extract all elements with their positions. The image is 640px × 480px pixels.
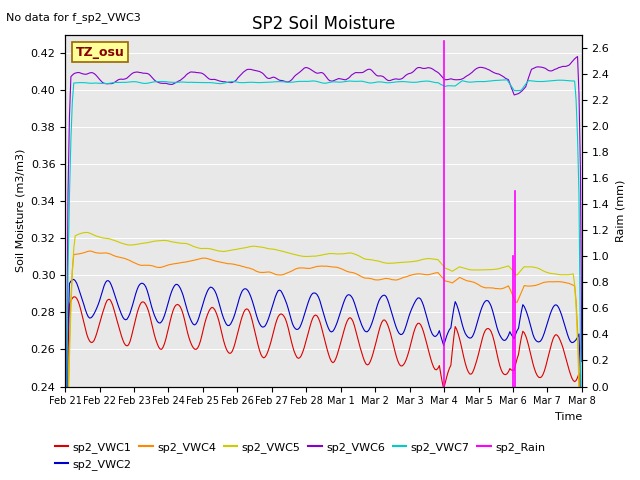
Line: sp2_VWC7: sp2_VWC7 xyxy=(65,80,582,480)
Text: No data for f_sp2_VWC3: No data for f_sp2_VWC3 xyxy=(6,12,141,23)
Line: sp2_VWC5: sp2_VWC5 xyxy=(65,232,582,480)
sp2_VWC4 xyxy=(289,268,296,274)
sp2_VWC6 xyxy=(573,54,581,60)
sp2_VWC1 xyxy=(217,325,225,331)
sp2_VWC4 xyxy=(243,265,250,271)
X-axis label: Time: Time xyxy=(555,412,582,422)
sp2_VWC1 xyxy=(126,339,134,345)
sp2_VWC5 xyxy=(234,246,242,252)
sp2_VWC2 xyxy=(234,301,242,307)
sp2_VWC4 xyxy=(86,248,93,254)
sp2_VWC2 xyxy=(217,306,225,312)
sp2_VWC2 xyxy=(550,302,558,308)
Text: TZ_osu: TZ_osu xyxy=(76,46,124,59)
sp2_VWC1 xyxy=(289,343,296,349)
sp2_VWC2 xyxy=(126,311,134,316)
sp2_VWC5 xyxy=(217,248,225,254)
sp2_VWC6 xyxy=(215,78,223,84)
sp2_VWC7 xyxy=(125,79,132,85)
sp2_VWC4 xyxy=(217,259,225,265)
sp2_VWC4 xyxy=(126,258,134,264)
sp2_VWC7 xyxy=(287,79,295,85)
Legend: sp2_VWC1, sp2_VWC2, sp2_VWC4, sp2_VWC5, sp2_VWC6, sp2_VWC7, sp2_Rain: sp2_VWC1, sp2_VWC2, sp2_VWC4, sp2_VWC5, … xyxy=(51,438,550,474)
sp2_VWC1 xyxy=(70,294,77,300)
sp2_VWC4 xyxy=(234,263,242,268)
Line: sp2_VWC6: sp2_VWC6 xyxy=(65,57,582,480)
Y-axis label: Raim (mm): Raim (mm) xyxy=(615,180,625,242)
sp2_VWC7 xyxy=(232,79,240,85)
sp2_VWC7 xyxy=(502,77,509,83)
sp2_VWC7 xyxy=(550,78,558,84)
sp2_VWC6 xyxy=(232,77,240,83)
sp2_VWC5 xyxy=(289,251,296,257)
sp2_VWC6 xyxy=(578,359,586,364)
sp2_VWC6 xyxy=(287,77,295,83)
sp2_VWC6 xyxy=(125,74,132,80)
sp2_VWC5 xyxy=(550,271,558,277)
Line: sp2_VWC1: sp2_VWC1 xyxy=(65,297,582,480)
sp2_VWC1 xyxy=(243,306,250,312)
Line: sp2_VWC4: sp2_VWC4 xyxy=(65,251,582,480)
sp2_VWC4 xyxy=(550,279,558,285)
sp2_VWC2 xyxy=(243,286,250,292)
Line: sp2_VWC2: sp2_VWC2 xyxy=(65,279,582,480)
sp2_VWC7 xyxy=(241,80,249,85)
sp2_VWC2 xyxy=(70,276,77,282)
sp2_VWC2 xyxy=(289,321,296,327)
sp2_VWC5 xyxy=(83,229,91,235)
Title: SP2 Soil Moisture: SP2 Soil Moisture xyxy=(252,15,395,33)
sp2_VWC6 xyxy=(549,68,557,73)
sp2_VWC5 xyxy=(243,245,250,251)
sp2_VWC5 xyxy=(126,242,134,248)
sp2_VWC1 xyxy=(550,333,558,339)
Y-axis label: Soil Moisture (m3/m3): Soil Moisture (m3/m3) xyxy=(15,149,25,272)
sp2_VWC1 xyxy=(234,329,242,335)
sp2_VWC7 xyxy=(215,81,223,86)
sp2_VWC6 xyxy=(241,68,249,74)
